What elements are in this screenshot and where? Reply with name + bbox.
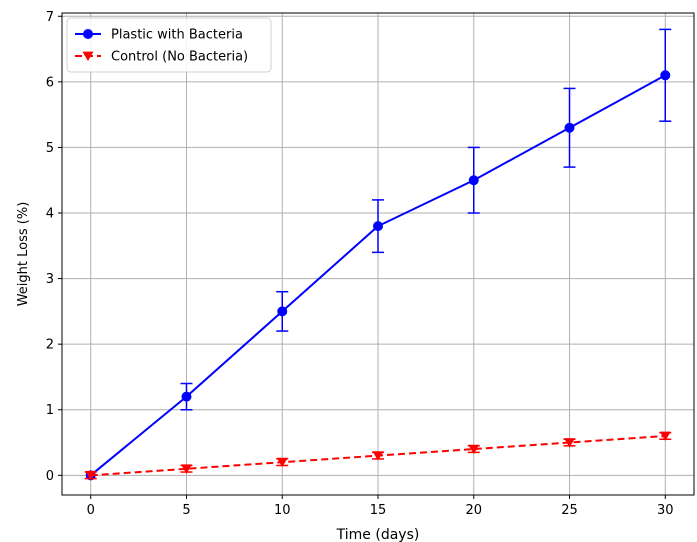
data-point	[373, 221, 383, 232]
data-point	[660, 70, 671, 81]
series-1	[85, 28, 672, 481]
data-point	[277, 306, 288, 317]
x-axis-ticks: 0 5 10 15 20 25 30	[87, 495, 674, 518]
data-point	[468, 175, 479, 186]
data-point	[181, 391, 192, 402]
y-tick-label: 3	[46, 272, 54, 287]
x-tick-label: 5	[182, 503, 190, 518]
data-point	[564, 122, 575, 133]
y-tick-label: 7	[46, 10, 54, 25]
series-2	[84, 431, 672, 481]
data-point	[276, 457, 288, 468]
y-axis-ticks: 0 1 2 3 4 5 6 7	[46, 10, 62, 484]
data-point	[85, 470, 97, 481]
x-tick-label: 15	[370, 503, 387, 518]
x-tick-label: 20	[465, 503, 482, 518]
y-tick-label: 0	[46, 469, 54, 484]
y-tick-label: 6	[46, 75, 54, 90]
y-tick-label: 1	[46, 403, 54, 418]
data-point	[372, 451, 384, 461]
series-layer	[84, 28, 672, 481]
legend-marker	[83, 29, 93, 39]
legend-label: Control (No Bacteria)	[111, 50, 248, 65]
data-point	[180, 464, 192, 474]
data-point	[564, 438, 576, 448]
data-point	[468, 444, 480, 455]
x-axis-label: Time (days)	[336, 527, 420, 542]
data-point	[659, 431, 671, 441]
x-tick-label: 0	[87, 503, 95, 518]
y-tick-label: 4	[46, 207, 54, 222]
grid-lines	[62, 13, 694, 495]
y-axis-label: Weight Loss (%)	[16, 202, 31, 307]
y-tick-label: 2	[46, 338, 54, 353]
legend: Plastic with Bacteria Control (No Bacteri…	[66, 17, 272, 73]
legend-label: Plastic with Bacteria	[111, 28, 243, 43]
y-tick-label: 5	[46, 141, 54, 156]
legend-box	[66, 17, 272, 73]
legend-marker	[82, 51, 94, 61]
x-tick-label: 30	[657, 503, 674, 518]
x-tick-label: 10	[274, 503, 291, 518]
x-tick-label: 25	[561, 503, 578, 518]
